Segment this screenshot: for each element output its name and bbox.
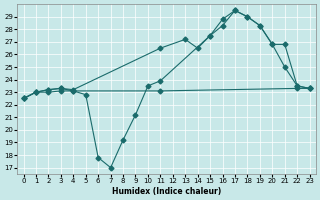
X-axis label: Humidex (Indice chaleur): Humidex (Indice chaleur): [112, 187, 221, 196]
